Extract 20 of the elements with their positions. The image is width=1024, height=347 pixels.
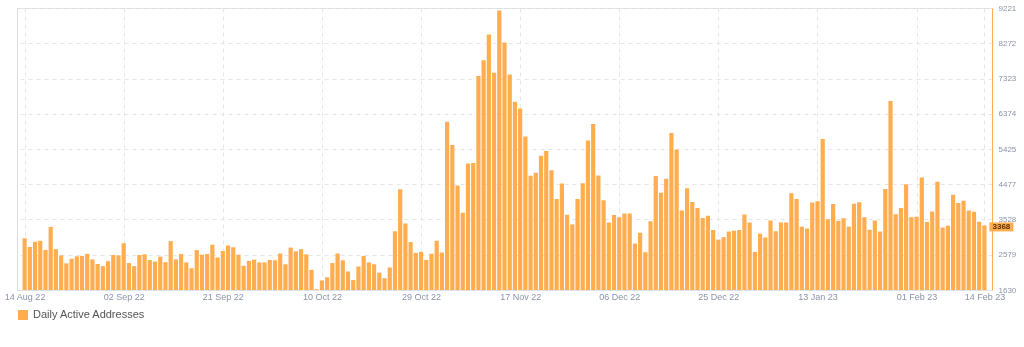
x-tick-label: 14 Aug 22 bbox=[4, 291, 46, 302]
y-tick-label: 3528 bbox=[998, 214, 1017, 224]
x-tick-label: 21 Sep 22 bbox=[202, 291, 244, 302]
x-tick-label: 13 Jan 23 bbox=[798, 291, 838, 302]
legend-label: Daily Active Addresses bbox=[33, 308, 145, 320]
x-tick-label: 25 Dec 22 bbox=[698, 291, 740, 302]
y-tick-label: 2579 bbox=[998, 250, 1017, 260]
x-tick-label: 29 Oct 22 bbox=[402, 291, 442, 302]
x-tick-label: 06 Dec 22 bbox=[599, 291, 641, 302]
y-tick-label: 9221 bbox=[998, 3, 1017, 13]
x-tick-label: 01 Feb 23 bbox=[896, 291, 938, 302]
y-tick-label: 4477 bbox=[998, 179, 1017, 189]
annotation: 3368 bbox=[992, 221, 1011, 231]
x-tick-label: 10 Oct 22 bbox=[302, 291, 342, 302]
x-tick-label: 17 Nov 22 bbox=[500, 291, 542, 302]
y-tick-label: 8272 bbox=[998, 38, 1017, 48]
y-tick-label: 7323 bbox=[998, 74, 1017, 84]
x-tick-label: 02 Sep 22 bbox=[103, 291, 145, 302]
y-tick-label: 5425 bbox=[998, 144, 1017, 154]
y-tick-label: 6374 bbox=[998, 109, 1017, 119]
